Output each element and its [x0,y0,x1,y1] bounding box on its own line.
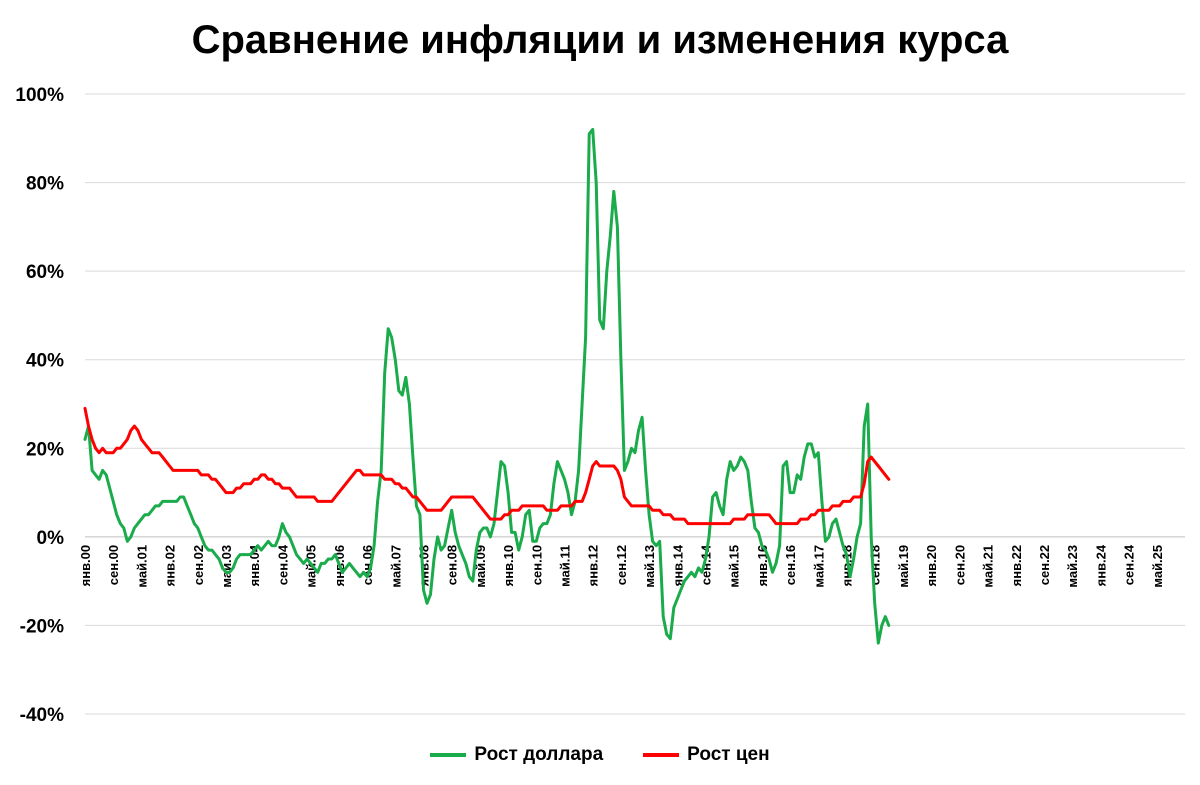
x-tick-label: сен.14 [699,544,714,585]
x-tick-label: сен.02 [191,545,206,585]
series-lines [83,127,891,645]
x-tick-label: сен.00 [106,545,121,585]
x-tick-label: сен.22 [1037,545,1052,585]
x-tick-label: сен.04 [275,544,290,585]
x-tick-label: май.15 [727,545,742,588]
x-tick-label: май.03 [219,545,234,588]
x-tick-label: май.01 [134,545,149,588]
legend-item-prices: Рост цен [643,744,770,766]
x-tick-label: янв.00 [78,545,93,587]
chart-title: Сравнение инфляции и изменения курса [191,18,1009,62]
series-line-dollar [83,127,891,645]
x-tick-label: янв.16 [755,545,770,587]
legend-swatch-dollar [430,753,467,757]
y-tick-label: 40% [26,351,64,372]
x-tick-label: май.23 [1065,545,1080,588]
x-tick-label: сен.16 [783,545,798,585]
y-tick-label: 0% [37,528,65,549]
x-tick-label: май.13 [642,545,657,588]
x-tick-label: янв.08 [416,545,431,587]
y-tick-label: 100% [15,85,64,106]
legend-label-dollar: Рост доллара [474,744,604,765]
x-tick-label: май.11 [557,545,572,587]
x-tick-label: янв.22 [1009,545,1024,587]
x-tick-label: сен.08 [445,545,460,585]
y-tick-label: -20% [20,616,64,637]
y-axis-labels: 100% 80% 60% 40% 20% 0% -20% -40% [15,85,64,726]
x-tick-label: май.21 [981,545,996,588]
x-tick-label: янв.12 [586,545,601,587]
y-tick-label: 20% [26,439,64,460]
x-tick-label: сен.12 [614,545,629,585]
legend-item-dollar: Рост доллара [430,744,603,766]
x-tick-label: янв.24 [1093,544,1108,586]
x-tick-label: май.19 [896,545,911,588]
x-tick-label: сен.10 [529,545,544,585]
x-tick-label: янв.10 [501,545,516,587]
x-tick-label: сен.24 [1122,544,1137,585]
legend: Рост доллара Рост цен [0,744,1200,766]
x-tick-label: май.25 [1150,545,1165,588]
x-tick-label: янв.14 [670,544,685,586]
x-tick-label: сен.18 [868,545,883,585]
series-line-prices [83,406,891,526]
x-tick-label: янв.02 [163,545,178,587]
x-tick-label: янв.20 [924,545,939,587]
legend-swatch-prices [643,753,680,757]
x-axis-labels: янв.00 сен.00 май.01 янв.02 сен.02 май.03 янв.… [78,544,1165,588]
y-tick-label: -40% [20,705,64,726]
x-tick-label: сен.20 [952,545,967,585]
x-tick-label: май.17 [811,545,826,588]
y-tick-label: 60% [26,262,64,283]
x-tick-label: май.07 [388,545,403,588]
grid-lines [85,93,1185,715]
legend-label-prices: Рост цен [687,744,770,765]
y-tick-label: 80% [26,174,64,195]
